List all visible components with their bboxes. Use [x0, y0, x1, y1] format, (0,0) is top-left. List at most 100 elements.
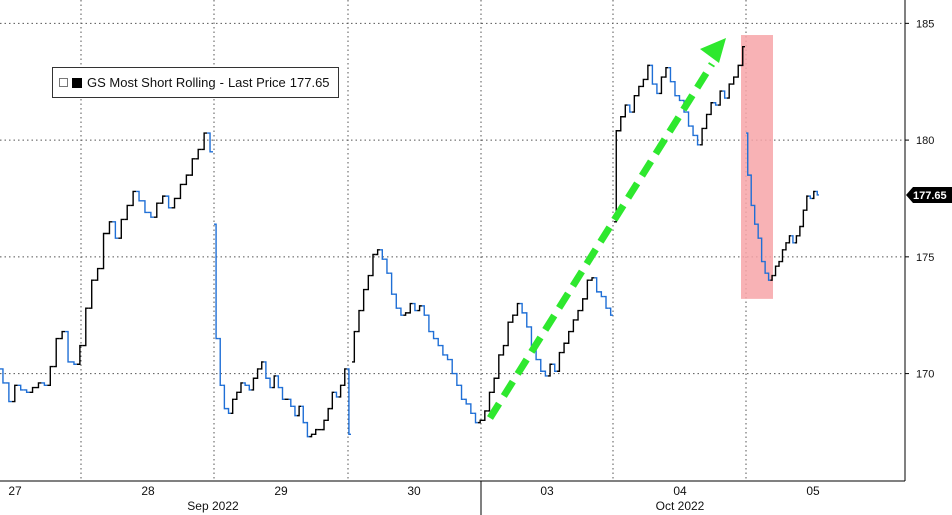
legend-toggle-icon[interactable] — [59, 78, 68, 87]
series-step — [276, 375, 281, 389]
series-step — [589, 277, 595, 281]
series-step — [159, 195, 166, 204]
series-step — [41, 382, 48, 386]
series-step — [251, 377, 256, 391]
series-step — [136, 190, 142, 202]
series-step — [538, 358, 544, 372]
series-step — [195, 148, 202, 160]
series-step — [65, 330, 71, 363]
series-segment-03 — [614, 45, 745, 223]
series-step — [794, 235, 799, 244]
series-step — [798, 225, 802, 237]
series-step — [218, 337, 223, 386]
series-step — [766, 272, 771, 281]
series-step — [255, 368, 260, 379]
series-step — [561, 342, 567, 354]
x-tick-label-05: 05 — [806, 484, 820, 498]
series-step — [519, 302, 525, 314]
series-step — [342, 368, 347, 386]
series-step — [636, 85, 642, 97]
series-step — [11, 384, 18, 403]
series-step — [334, 391, 339, 398]
series-step — [759, 237, 764, 263]
series-step — [361, 288, 366, 312]
last-price-badge — [906, 186, 952, 203]
series-segment-28 — [214, 223, 351, 438]
series-step — [459, 384, 464, 400]
series-step — [543, 370, 548, 377]
arrow-head — [700, 38, 726, 63]
highlight-region — [741, 35, 773, 299]
series-step — [379, 249, 385, 260]
y-tick-label-185: 185 — [916, 18, 934, 30]
x-tick-label-30: 30 — [407, 484, 421, 498]
series-step — [222, 384, 227, 410]
series-step — [699, 127, 705, 146]
series-step — [454, 372, 460, 386]
series-step — [301, 405, 306, 424]
series-step — [106, 221, 113, 235]
series-step — [677, 95, 682, 102]
series-step — [722, 90, 727, 99]
series-step — [407, 302, 413, 314]
x-tick-label-03: 03 — [540, 484, 554, 498]
series-step — [234, 391, 239, 400]
series-step — [547, 363, 553, 377]
series-step — [189, 158, 196, 176]
series-step — [130, 190, 137, 207]
series-step — [230, 398, 235, 414]
series-step — [491, 377, 497, 393]
legend-value: 177.65 — [289, 75, 330, 90]
series-step — [356, 309, 362, 333]
series-step — [47, 365, 54, 386]
series-step — [71, 361, 77, 365]
series-step — [23, 389, 30, 393]
series-step — [346, 368, 351, 436]
series-step — [668, 67, 673, 83]
series-step — [280, 386, 285, 400]
series-step — [805, 195, 809, 211]
series-step — [59, 330, 66, 340]
series-step — [566, 330, 572, 344]
x-tick-label-04: 04 — [673, 484, 687, 498]
series-step — [791, 235, 795, 244]
x-tick-label-28: 28 — [141, 484, 155, 498]
series-step — [603, 295, 609, 309]
series-step — [627, 104, 633, 113]
series-step — [375, 249, 380, 256]
legend-swatch — [72, 77, 82, 88]
series-step — [238, 382, 244, 393]
series-step — [421, 305, 427, 316]
series-step — [321, 419, 327, 431]
series-step — [808, 195, 813, 200]
series-step — [618, 116, 624, 132]
series-step — [704, 113, 709, 130]
series-step — [365, 274, 371, 291]
legend-series-name: GS Most Short Rolling — [87, 75, 216, 90]
highlight-region-layer — [741, 35, 773, 299]
series-step — [763, 260, 767, 274]
series-step — [654, 83, 660, 95]
series-step — [695, 134, 700, 146]
series-step — [94, 267, 101, 281]
series-step — [398, 307, 404, 316]
y-tick-label-175: 175 — [916, 252, 934, 264]
series-step — [326, 407, 331, 421]
series-step — [468, 403, 474, 414]
series-step — [352, 330, 357, 363]
series-step — [812, 190, 816, 200]
series-step — [645, 64, 651, 81]
series-step — [784, 242, 788, 251]
series-step — [770, 274, 774, 281]
series-step — [623, 104, 628, 118]
series-step — [124, 204, 131, 221]
series-step — [76, 344, 83, 365]
series-step — [330, 391, 335, 410]
series-step — [801, 209, 806, 228]
series-step — [505, 321, 511, 347]
series-step — [243, 382, 248, 386]
series-step — [82, 307, 89, 347]
series-step — [773, 265, 778, 277]
series-step — [726, 83, 732, 99]
